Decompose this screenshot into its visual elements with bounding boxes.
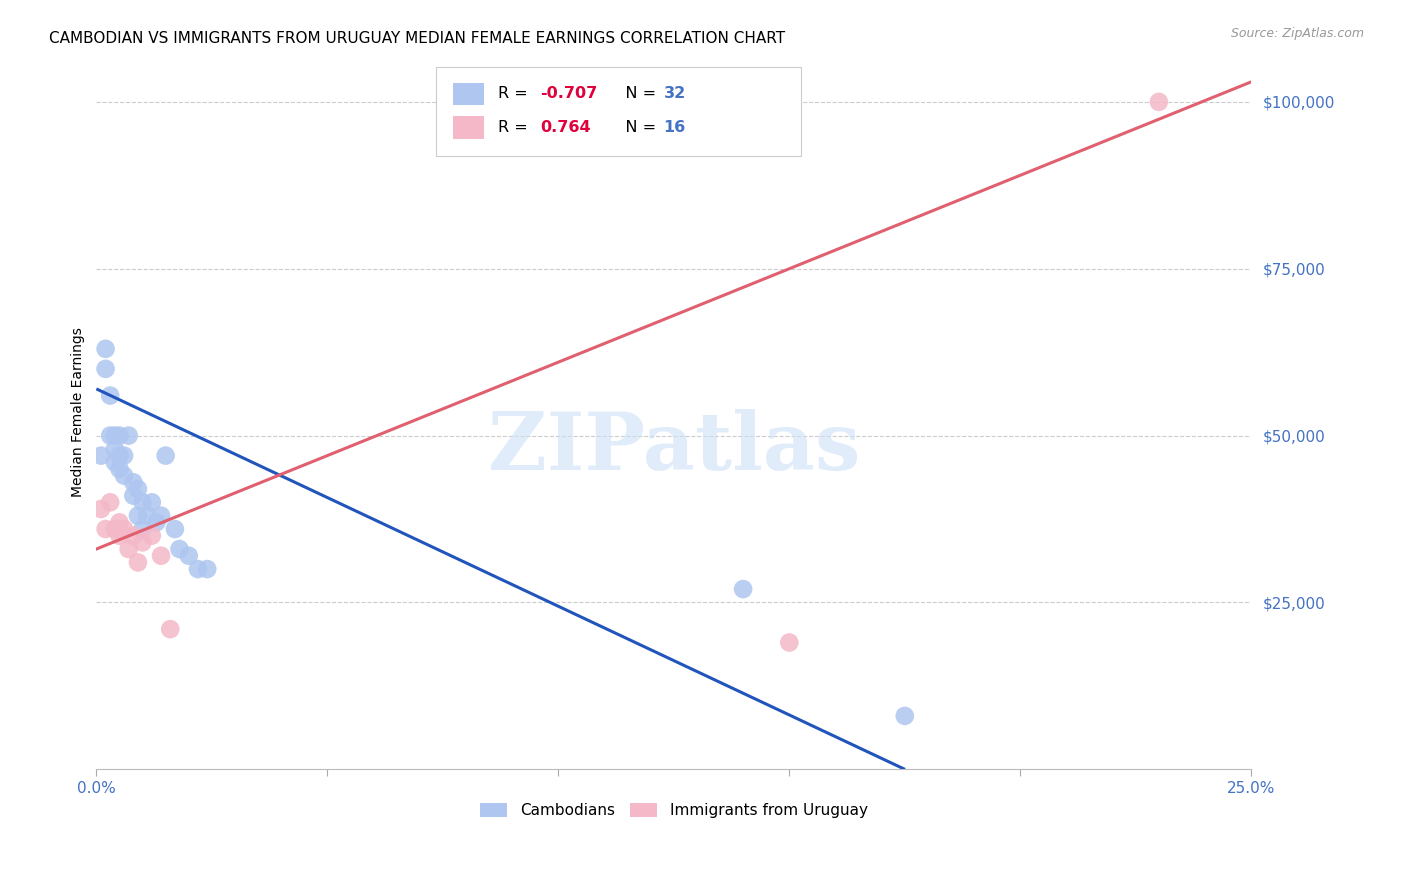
Point — [1147, 95, 1170, 109]
Point — [112, 449, 135, 463]
Text: Source: ZipAtlas.com: Source: ZipAtlas.com — [1230, 27, 1364, 40]
Point — [98, 495, 121, 509]
Point — [122, 475, 145, 490]
Point — [150, 508, 173, 523]
Point — [177, 549, 200, 563]
Point — [94, 522, 117, 536]
Text: 0.764: 0.764 — [540, 120, 591, 135]
Point — [108, 529, 131, 543]
Point — [94, 342, 117, 356]
Point — [122, 529, 145, 543]
Point — [159, 622, 181, 636]
Point — [108, 516, 131, 530]
Point — [195, 562, 218, 576]
Point — [127, 555, 149, 569]
Point — [163, 522, 186, 536]
Point — [145, 516, 167, 530]
Point — [104, 455, 127, 469]
Text: ZIPatlas: ZIPatlas — [488, 409, 860, 487]
Point — [155, 449, 177, 463]
Point — [98, 388, 121, 402]
Point — [112, 522, 135, 536]
Point — [118, 542, 141, 557]
Text: R =: R = — [498, 87, 533, 101]
Point — [108, 462, 131, 476]
Point — [94, 361, 117, 376]
Point — [131, 495, 153, 509]
Point — [104, 442, 127, 456]
Point — [108, 449, 131, 463]
Point — [141, 495, 163, 509]
Text: N =: N = — [610, 120, 661, 135]
Point — [90, 449, 112, 463]
Point — [108, 428, 131, 442]
Point — [112, 468, 135, 483]
Point — [104, 428, 127, 442]
Text: R =: R = — [498, 120, 533, 135]
Point — [141, 529, 163, 543]
Point — [122, 489, 145, 503]
Y-axis label: Median Female Earnings: Median Female Earnings — [72, 327, 86, 497]
Point — [131, 535, 153, 549]
Point — [118, 428, 141, 442]
Text: 32: 32 — [664, 87, 686, 101]
Text: N =: N = — [610, 87, 661, 101]
Point — [104, 522, 127, 536]
Point — [127, 482, 149, 496]
Point — [894, 709, 917, 723]
Point — [733, 582, 755, 596]
Point — [187, 562, 209, 576]
Text: 16: 16 — [664, 120, 686, 135]
Point — [90, 502, 112, 516]
Point — [778, 635, 800, 649]
Text: CAMBODIAN VS IMMIGRANTS FROM URUGUAY MEDIAN FEMALE EARNINGS CORRELATION CHART: CAMBODIAN VS IMMIGRANTS FROM URUGUAY MED… — [49, 31, 786, 46]
Point — [136, 508, 159, 523]
Point — [98, 428, 121, 442]
Point — [150, 549, 173, 563]
Text: -0.707: -0.707 — [540, 87, 598, 101]
Point — [169, 542, 191, 557]
Legend: Cambodians, Immigrants from Uruguay: Cambodians, Immigrants from Uruguay — [472, 796, 876, 826]
Point — [131, 522, 153, 536]
Point — [127, 508, 149, 523]
